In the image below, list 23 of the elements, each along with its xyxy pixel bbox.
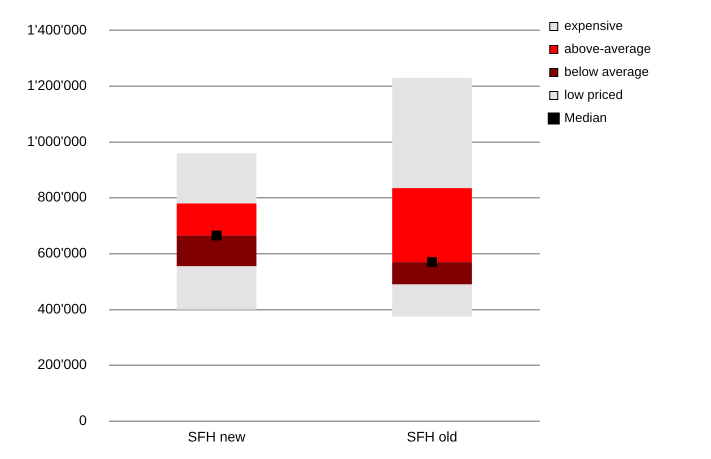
y-tick-label: 0 — [79, 412, 88, 428]
bar — [392, 262, 472, 284]
legend-label: below average — [564, 64, 649, 80]
legend-label: expensive — [564, 18, 623, 34]
bar — [176, 153, 256, 204]
bar — [176, 266, 256, 310]
y-tick-label: 1'000'000 — [26, 132, 88, 149]
y-tick-label: 600'000 — [37, 244, 88, 261]
y-tick-label: 1'200'000 — [26, 77, 88, 94]
legend-label: Median — [564, 110, 607, 126]
x-tick-label: SFH old — [406, 428, 458, 444]
y-tick-label: 800'000 — [37, 188, 88, 205]
legend-label: above-average — [564, 41, 652, 56]
legend-label: low priced — [564, 87, 623, 102]
bar — [392, 284, 472, 317]
bar — [392, 188, 472, 262]
y-tick-label: 1'400'000 — [26, 21, 88, 38]
y-tick-label: 200'000 — [37, 356, 88, 372]
bar — [392, 78, 472, 188]
y-tick-label: 400'000 — [37, 300, 88, 316]
bar — [176, 236, 256, 266]
bar — [176, 203, 256, 236]
x-tick-label: SFH new — [188, 428, 246, 444]
